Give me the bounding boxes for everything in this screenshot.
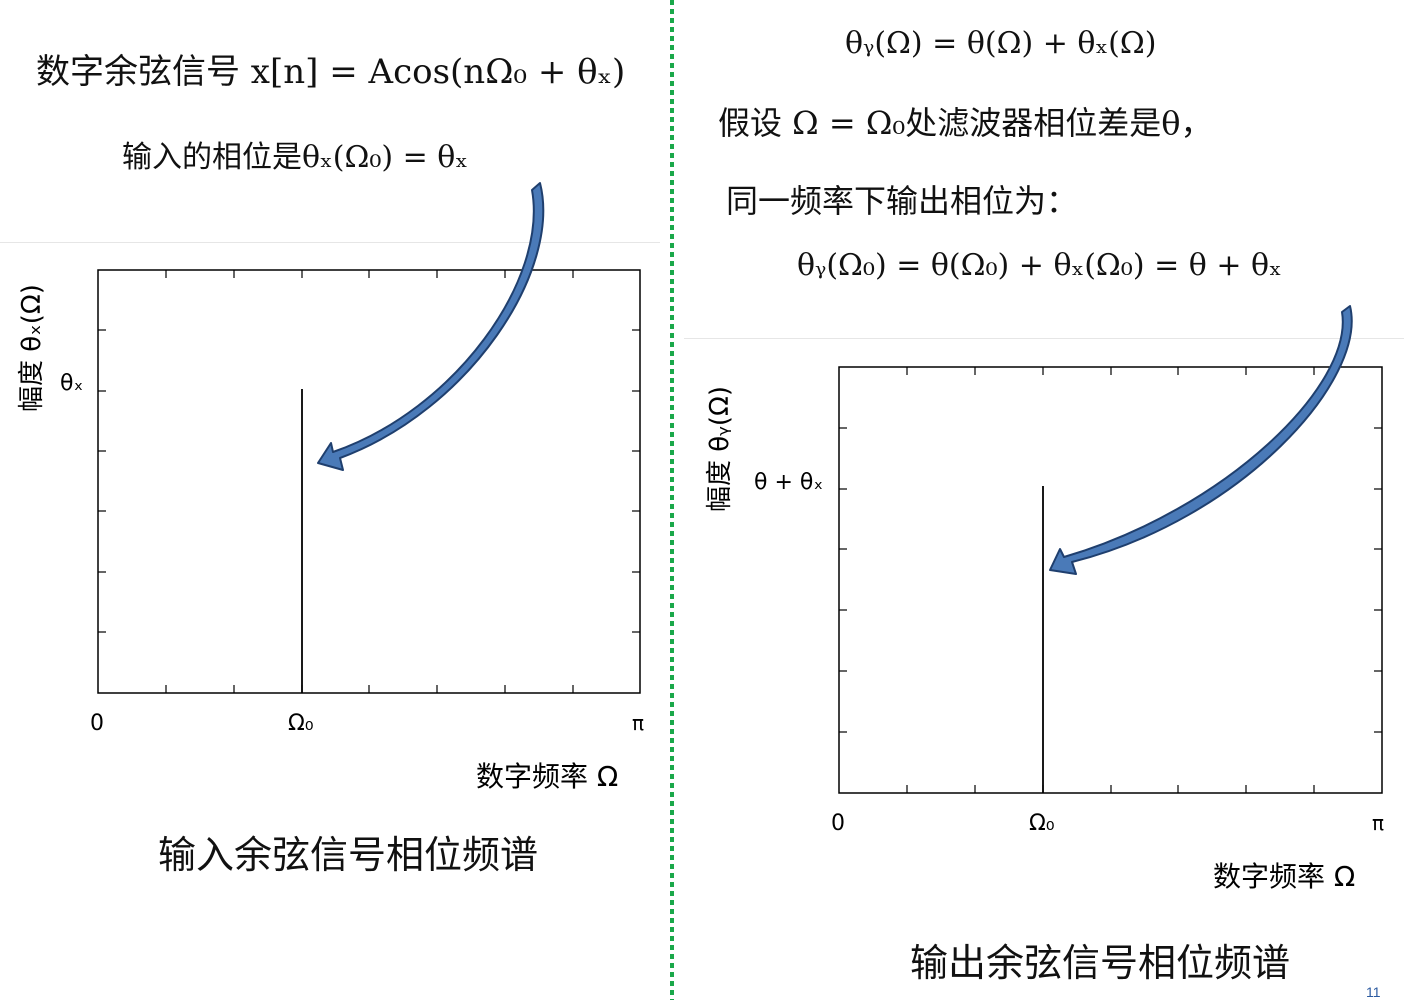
right-caption: 输出余弦信号相位频谱: [910, 941, 1291, 985]
dotted-divider: [670, 0, 674, 1000]
left-plot-ticks: [98, 270, 640, 693]
left-phase-plot: θₓ 0 Ω₀ π 数字频率 Ω 幅度 θₓ(Ω): [17, 269, 644, 793]
left-x-axis-label: 数字频率 Ω: [476, 760, 618, 793]
left-y-tick-label: θₓ: [60, 371, 83, 396]
right-x-tick-0: 0: [831, 811, 845, 836]
right-plot-frame: [838, 366, 1383, 794]
right-output-phase-equation: θᵧ(Ω₀) = θ(Ω₀) + θₓ(Ω₀) = θ + θₓ: [797, 248, 1282, 283]
right-y-axis-label: 幅度 θᵧ(Ω): [705, 386, 735, 512]
right-x-tick-omega0: Ω₀: [1029, 811, 1055, 836]
left-signal-equation: 数字余弦信号 x[n] = Acos(nΩ₀ + θₓ): [36, 52, 626, 92]
left-separator-line: [0, 242, 660, 243]
left-caption: 输入余弦信号相位频谱: [158, 833, 539, 877]
left-x-tick-omega0: Ω₀: [288, 711, 314, 736]
left-plot-frame: [97, 269, 641, 694]
right-separator-line: [684, 338, 1404, 339]
right-output-phase-text: 同一频率下输出相位为：: [726, 182, 1079, 220]
left-input-phase-equation: 输入的相位是θₓ(Ω₀) = θₓ: [122, 140, 469, 175]
right-plot-ticks: [839, 367, 1382, 793]
left-x-tick-pi: π: [632, 711, 644, 735]
right-x-axis-label: 数字频率 Ω: [1213, 860, 1355, 893]
left-y-axis-label: 幅度 θₓ(Ω): [17, 284, 47, 412]
right-assumption-text: 假设 Ω = Ω₀处滤波器相位差是θ，: [718, 104, 1213, 142]
right-y-tick-label: θ + θₓ: [754, 470, 823, 495]
page-number: 11: [1366, 984, 1381, 1000]
right-x-tick-pi: π: [1372, 811, 1384, 835]
left-x-tick-0: 0: [90, 711, 104, 736]
right-phase-plot: θ + θₓ 0 Ω₀ π 数字频率 Ω 幅度 θᵧ(Ω): [705, 366, 1384, 893]
right-curved-arrow-icon: [1049, 305, 1353, 575]
left-curved-arrow-icon: [317, 182, 545, 471]
right-phase-sum-equation: θᵧ(Ω) = θ(Ω) + θₓ(Ω): [845, 26, 1157, 61]
